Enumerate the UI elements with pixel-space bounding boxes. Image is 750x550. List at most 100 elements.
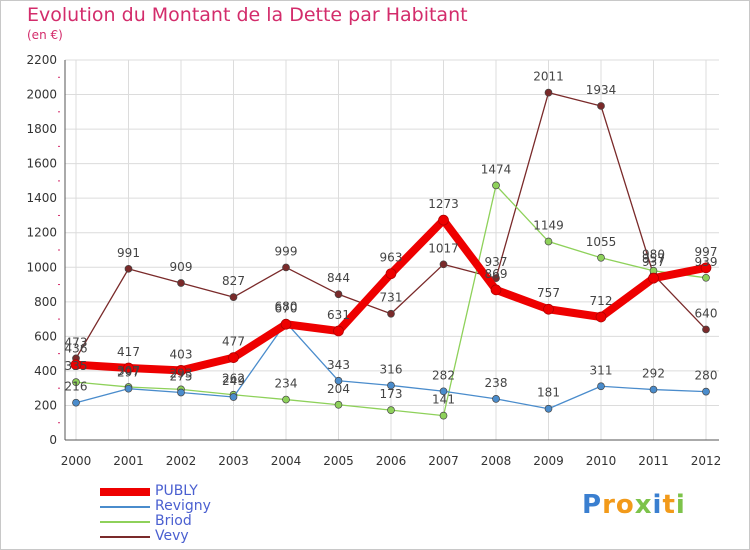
x-tick-label: 2004	[271, 454, 302, 468]
legend-swatch	[100, 506, 150, 508]
x-tick-label: 2003	[218, 454, 249, 468]
data-point-vevy	[282, 263, 290, 272]
data-point-publy	[70, 359, 82, 371]
legend-label: Briod	[155, 513, 192, 529]
data-point-revigny	[492, 395, 500, 403]
y-tick-label: 2000	[26, 88, 57, 102]
series-line-briod	[442, 184, 707, 416]
data-point-briod	[72, 378, 80, 386]
data-label-vevy: 1017	[428, 241, 459, 255]
x-tick-label: 2002	[166, 454, 197, 468]
data-point-revigny	[439, 387, 448, 396]
data-label-vevy: 827	[222, 274, 245, 288]
logo-letter: x	[634, 490, 653, 520]
logo-letter: o	[615, 490, 635, 520]
data-point-vevy	[387, 309, 395, 318]
chart-subtitle: (en €)	[27, 28, 63, 42]
legend-label: Revigny	[155, 498, 211, 514]
y-tick-label: 1800	[26, 122, 57, 136]
data-point-briod	[702, 273, 710, 282]
data-point-publy	[490, 284, 502, 296]
data-label-vevy: 957	[642, 252, 665, 266]
data-label-briod: 1149	[533, 219, 564, 233]
data-label-vevy: 2011	[533, 70, 564, 84]
data-label-vevy: 937	[485, 255, 508, 269]
data-label-vevy: 640	[695, 306, 718, 320]
x-tick-label: 2007	[428, 454, 459, 468]
data-point-briod	[597, 253, 605, 262]
logo-letter: i	[652, 490, 663, 520]
data-point-revigny	[649, 385, 658, 394]
data-point-publy	[438, 214, 449, 226]
data-label-vevy: 991	[117, 246, 140, 260]
data-point-revigny	[334, 376, 343, 385]
data-point-vevy	[597, 102, 605, 110]
y-tick-label: 600	[34, 329, 57, 343]
data-label-publy: 403	[170, 347, 193, 361]
y-tick-label: 1600	[26, 157, 57, 171]
data-point-publy	[280, 318, 292, 330]
data-point-revigny	[597, 382, 605, 391]
data-label-revigny: 280	[695, 369, 718, 383]
data-label-publy: 757	[537, 286, 560, 300]
legend-swatch	[100, 521, 150, 523]
data-label-publy: 670	[275, 301, 298, 315]
data-label-vevy: 473	[65, 335, 88, 349]
data-point-publy	[385, 268, 397, 280]
y-tick-label: 1200	[26, 226, 57, 240]
data-label-briod: 335	[65, 359, 88, 373]
data-label-vevy: 731	[380, 291, 403, 305]
x-tick-label: 2011	[638, 454, 669, 468]
x-tick-label: 2000	[61, 454, 92, 468]
data-point-revigny	[229, 393, 238, 401]
data-label-publy: 1273	[428, 197, 459, 211]
legend-swatch	[100, 536, 150, 538]
data-point-vevy	[124, 264, 133, 273]
data-label-revigny: 282	[432, 368, 455, 382]
x-tick-label: 2009	[533, 454, 564, 468]
data-label-publy: 631	[327, 308, 350, 322]
y-tick-label: 800	[34, 295, 57, 309]
data-point-briod	[282, 395, 290, 404]
data-label-vevy: 999	[275, 244, 298, 258]
y-tick-label: 200	[34, 398, 57, 412]
data-label-revigny: 216	[65, 380, 88, 394]
data-point-revigny	[177, 388, 185, 397]
y-tick-label: 1000	[26, 260, 57, 274]
chart-legend: PUBLY Revigny Briod Vevy	[100, 483, 260, 544]
data-point-revigny	[124, 384, 133, 393]
x-tick-label: 2010	[586, 454, 617, 468]
x-tick-label: 2001	[113, 454, 144, 468]
data-point-publy	[543, 303, 554, 315]
x-tick-label: 2005	[323, 454, 354, 468]
data-point-revigny	[544, 404, 553, 413]
y-tick-label: 0	[49, 433, 57, 447]
data-label-publy: 712	[590, 294, 613, 308]
data-label-publy: 436	[65, 342, 88, 356]
logo-letter: i	[675, 490, 686, 520]
legend-label: PUBLY	[155, 483, 198, 499]
data-label-revigny: 680	[275, 300, 298, 314]
data-point-revigny	[72, 398, 80, 407]
data-point-vevy	[702, 325, 710, 334]
legend-item-briod: Briod	[100, 513, 260, 529]
data-label-briod: 1055	[586, 235, 617, 249]
legend-item-revigny: Revigny	[100, 498, 260, 514]
data-label-briod: 173	[380, 387, 403, 401]
data-label-briod: 1474	[481, 162, 512, 176]
data-label-revigny: 275	[170, 370, 193, 384]
legend-item-vevy: Vevy	[100, 528, 260, 544]
data-label-briod: 234	[275, 377, 298, 391]
data-label-revigny: 297	[117, 366, 140, 380]
data-point-publy	[333, 325, 344, 337]
data-label-vevy: 844	[327, 271, 350, 285]
x-tick-label: 2008	[481, 454, 512, 468]
data-point-vevy	[334, 290, 343, 299]
data-label-briod: 307	[117, 364, 140, 378]
data-label-briod: 939	[695, 255, 718, 269]
data-point-vevy	[177, 279, 185, 287]
proxiti-logo: Proxiti	[582, 490, 686, 520]
data-point-publy	[648, 272, 659, 284]
x-tick-label: 2006	[376, 454, 407, 468]
